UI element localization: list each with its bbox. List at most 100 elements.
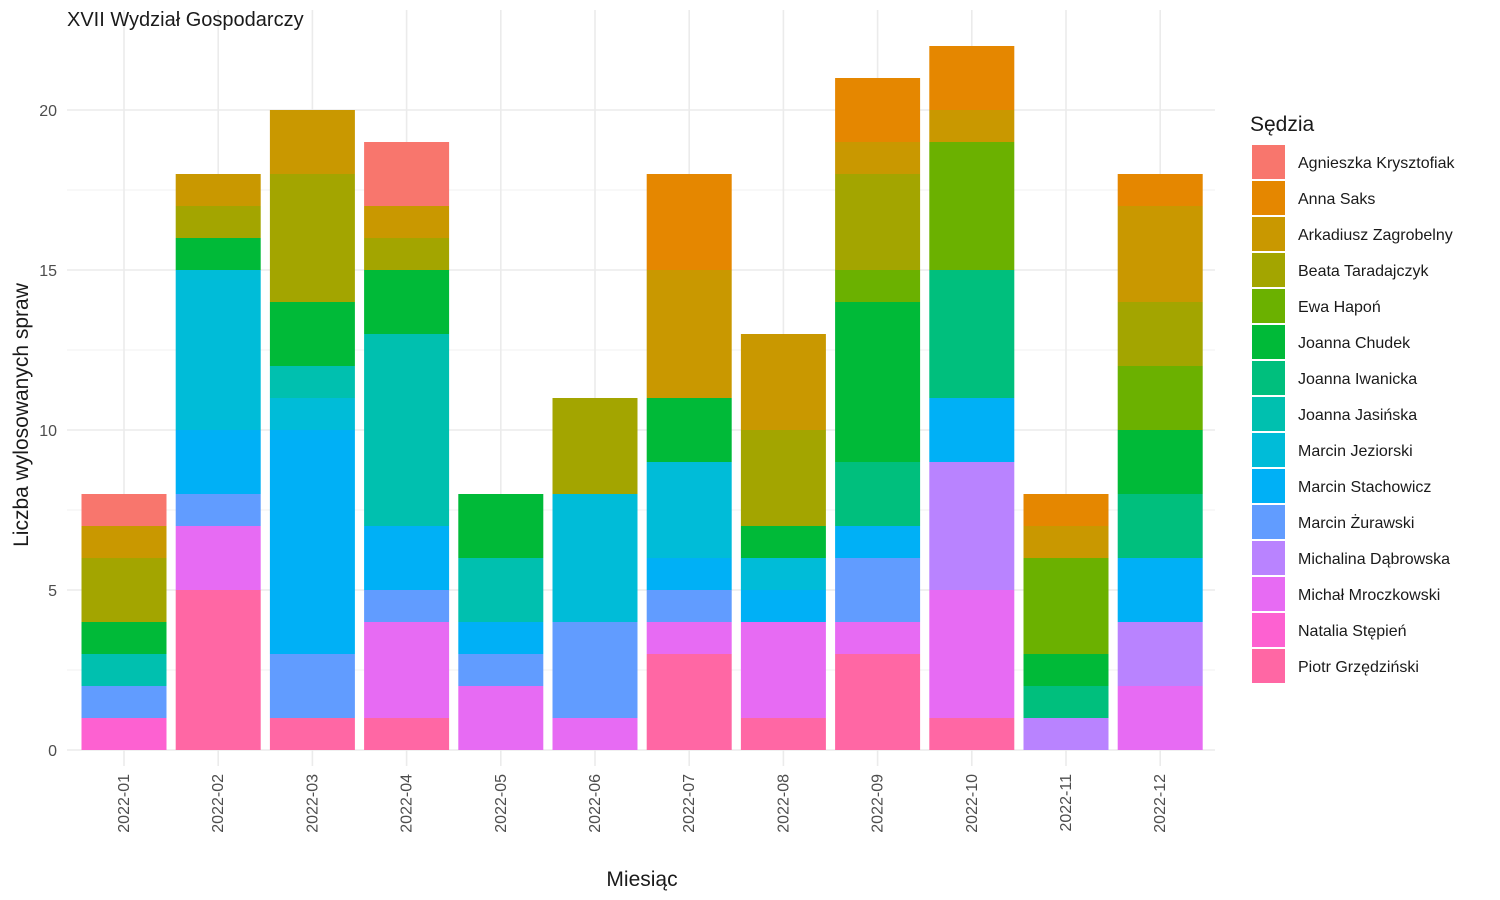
bar-segment: Arkadiusz Zagrobelny 2022-08: 3 xyxy=(740,334,826,430)
legend-swatch xyxy=(1252,145,1285,179)
bar-segment: Piotr Grzędziński 2022-07: 3 xyxy=(646,654,732,750)
bar-segment: Marcin Stachowicz 2022-10: 2 xyxy=(929,398,1015,462)
bar-segment: Marcin Żurawski 2022-02: 1 xyxy=(175,494,261,526)
bar-segment: Piotr Grzędziński 2022-10: 1 xyxy=(929,718,1015,750)
legend-label: Michalina Dąbrowska xyxy=(1298,551,1450,568)
y-tick-label: 20 xyxy=(39,103,57,120)
y-tick-label: 15 xyxy=(39,263,57,280)
legend-label: Arkadiusz Zagrobelny xyxy=(1298,227,1453,244)
legend-swatch xyxy=(1252,541,1285,575)
bar-segment: Ewa Hapoń 2022-11: 3 xyxy=(1023,558,1109,654)
bar-segment: Marcin Żurawski 2022-01: 1 xyxy=(81,686,167,718)
bar-segment: Joanna Iwanicka 2022-12: 2 xyxy=(1117,494,1203,558)
bar-segment: Anna Saks 2022-11: 1 xyxy=(1023,494,1109,526)
bar-segment: Marcin Żurawski 2022-09: 2 xyxy=(835,558,921,622)
legend-swatch xyxy=(1252,325,1285,359)
bar-segment: Joanna Iwanicka 2022-11: 1 xyxy=(1023,686,1109,718)
bar-segment: Joanna Chudek 2022-12: 2 xyxy=(1117,430,1203,494)
x-axis-ticks: 2022-01 2022-02 2022-03 2022-04 2022-05 2022-… xyxy=(116,774,1169,833)
bar-segment: Arkadiusz Zagrobelny 2022-04: 1 xyxy=(364,206,450,238)
bar-segment: Anna Saks 2022-07: 3 xyxy=(646,174,732,270)
x-tick-label: 2022-06 xyxy=(587,774,604,833)
bar-segment: Ewa Hapoń 2022-10: 4 xyxy=(929,142,1015,270)
bar-segment: Beata Taradajczyk 2022-09: 3 xyxy=(835,174,921,270)
bar-segment: Marcin Stachowicz 2022-09: 1 xyxy=(835,526,921,558)
bar-segment: Beata Taradajczyk 2022-03: 4 xyxy=(269,174,355,302)
bar-segment: Beata Taradajczyk 2022-01: 2 xyxy=(81,558,167,622)
chart-title: XVII Wydział Gospodarczy xyxy=(67,9,304,31)
bar-segment: Marcin Stachowicz 2022-05: 1 xyxy=(458,622,544,654)
bar-segment: Joanna Jasińska 2022-05: 2 xyxy=(458,558,544,622)
bar-segment: Arkadiusz Zagrobelny 2022-09: 1 xyxy=(835,142,921,174)
bar-segment: Michał Mroczkowski 2022-09: 1 xyxy=(835,622,921,654)
bar-segment: Joanna Chudek 2022-09: 5 xyxy=(835,302,921,462)
bar-segment: Michał Mroczkowski 2022-10: 4 xyxy=(929,590,1015,718)
legend-swatch xyxy=(1252,253,1285,287)
bar-segment: Joanna Chudek 2022-07: 2 xyxy=(646,398,732,462)
bar-segment: Piotr Grzędziński 2022-09: 3 xyxy=(835,654,921,750)
x-tick-label: 2022-09 xyxy=(870,774,887,833)
bar-segment: Arkadiusz Zagrobelny 2022-10: 1 xyxy=(929,110,1015,142)
legend-label: Joanna Iwanicka xyxy=(1298,371,1417,388)
bar-segment: Ewa Hapoń 2022-12: 2 xyxy=(1117,366,1203,430)
bar-segment: Marcin Jeziorski 2022-06: 4 xyxy=(552,494,638,622)
bar-segment: Michał Mroczkowski 2022-07: 1 xyxy=(646,622,732,654)
legend-label: Joanna Jasińska xyxy=(1298,407,1417,424)
legend-swatch xyxy=(1252,433,1285,467)
x-tick-label: 2022-05 xyxy=(493,774,510,833)
y-tick-label: 0 xyxy=(48,743,57,760)
legend: Sędzia Agnieszka Krysztofiak Anna Saks Ark… xyxy=(1250,113,1456,683)
x-tick-label: 2022-03 xyxy=(304,774,321,833)
bar-segment: Marcin Żurawski 2022-05: 1 xyxy=(458,654,544,686)
bar-segment: Anna Saks 2022-10: 2 xyxy=(929,46,1015,110)
x-tick-label: 2022-11 xyxy=(1058,774,1075,832)
bar-segment: Marcin Stachowicz 2022-04: 2 xyxy=(364,526,450,590)
bar-segment: Arkadiusz Zagrobelny 2022-03: 2 xyxy=(269,110,355,174)
bar-segment: Anna Saks 2022-12: 1 xyxy=(1117,174,1203,206)
bar-segment: Marcin Żurawski 2022-07: 1 xyxy=(646,590,732,622)
bar-segment: Natalia Stępień 2022-01: 1 xyxy=(81,718,167,750)
bar-segment: Arkadiusz Zagrobelny 2022-02: 1 xyxy=(175,174,261,206)
bar-segment: Marcin Jeziorski 2022-02: 5 xyxy=(175,270,261,430)
bar-segment: Michalina Dąbrowska 2022-11: 1 xyxy=(1023,718,1109,750)
bar-segment: Marcin Żurawski 2022-06: 3 xyxy=(552,622,638,718)
bar-segment: Marcin Stachowicz 2022-02: 2 xyxy=(175,430,261,494)
legend-label: Marcin Stachowicz xyxy=(1298,479,1431,496)
bar-segment: Beata Taradajczyk 2022-06: 3 xyxy=(552,398,638,494)
legend-label: Joanna Chudek xyxy=(1298,335,1411,352)
legend-label: Piotr Grzędziński xyxy=(1298,659,1419,676)
bar-segment: Michał Mroczkowski 2022-06: 1 xyxy=(552,718,638,750)
bar-segment: Joanna Chudek 2022-08: 1 xyxy=(740,526,826,558)
legend-label: Agnieszka Krysztofiak xyxy=(1298,155,1456,172)
bar-segment: Beata Taradajczyk 2022-12: 2 xyxy=(1117,302,1203,366)
bar-segment: Marcin Żurawski 2022-03: 2 xyxy=(269,654,355,718)
bar-segment: Marcin Stachowicz 2022-03: 7 xyxy=(269,430,355,654)
bar-segment: Michał Mroczkowski 2022-12: 2 xyxy=(1117,686,1203,750)
bar-segment: Michał Mroczkowski 2022-04: 3 xyxy=(364,622,450,718)
legend-swatch xyxy=(1252,577,1285,611)
bar-segment: Piotr Grzędziński 2022-04: 1 xyxy=(364,718,450,750)
y-tick-label: 5 xyxy=(48,583,57,600)
bar-segment: Michał Mroczkowski 2022-05: 2 xyxy=(458,686,544,750)
bar-segment: Marcin Stachowicz 2022-07: 1 xyxy=(646,558,732,590)
y-axis-ticks: 0 5 10 15 20 xyxy=(39,103,57,760)
bar-segment: Michalina Dąbrowska 2022-10: 4 xyxy=(929,462,1015,590)
legend-label: Marcin Żurawski xyxy=(1298,513,1414,532)
x-tick-label: 2022-02 xyxy=(210,774,227,833)
bar-segment: Piotr Grzędziński 2022-03: 1 xyxy=(269,718,355,750)
legend-swatch xyxy=(1252,397,1285,431)
bar-segment: Arkadiusz Zagrobelny 2022-01: 1 xyxy=(81,526,167,558)
bar-segment: Marcin Żurawski 2022-04: 1 xyxy=(364,590,450,622)
bar-segment: Marcin Jeziorski 2022-07: 3 xyxy=(646,462,732,558)
legend-swatch xyxy=(1252,181,1285,215)
legend-swatch xyxy=(1252,361,1285,395)
x-tick-label: 2022-10 xyxy=(964,774,981,833)
bar-segment: Piotr Grzędziński 2022-08: 1 xyxy=(740,718,826,750)
bar-segment: Arkadiusz Zagrobelny 2022-12: 3 xyxy=(1117,206,1203,302)
legend-items: Agnieszka Krysztofiak Anna Saks Arkadiusz … xyxy=(1252,145,1456,683)
y-axis-title: Liczba wylosowanych spraw xyxy=(10,282,33,547)
bar-segment: Michał Mroczkowski 2022-02: 2 xyxy=(175,526,261,590)
legend-swatch xyxy=(1252,289,1285,323)
